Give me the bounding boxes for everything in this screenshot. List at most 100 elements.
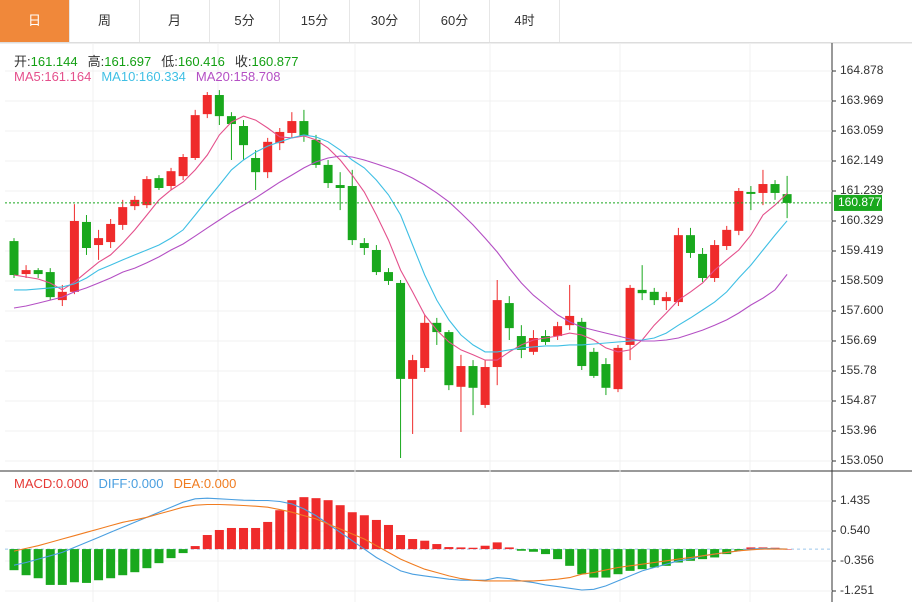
macd-bar: [528, 549, 538, 552]
macd-bar: [142, 549, 152, 569]
period-tab[interactable]: 日: [0, 0, 70, 42]
ma-legend: MA5:161.164 MA10:160.334 MA20:158.708: [14, 69, 291, 84]
y-tick-label: 161.239: [840, 183, 884, 197]
macd-bar: [81, 549, 91, 583]
ohlc-label: 低:: [161, 54, 178, 69]
candle-body: [480, 367, 490, 405]
macd-bar: [456, 547, 466, 550]
macd-bar: [468, 547, 478, 550]
macd-bar: [722, 549, 732, 555]
ma-line: [13, 155, 788, 342]
macd-bar: [782, 549, 792, 550]
macd-bar: [625, 549, 635, 571]
candle-body: [758, 184, 768, 193]
macd-bar: [553, 549, 563, 560]
period-tab[interactable]: 15分: [280, 0, 350, 42]
macd-bar: [371, 519, 381, 550]
y-tick-label: 164.878: [840, 63, 884, 77]
candle-body: [565, 315, 575, 326]
period-tab[interactable]: 60分: [420, 0, 490, 42]
macd-bar: [311, 498, 321, 550]
ma-legend-name: MA5:: [14, 69, 45, 84]
candle-body: [698, 253, 708, 279]
macd-bar: [118, 549, 128, 576]
period-tab[interactable]: 5分: [210, 0, 280, 42]
y-tick-label: 153.96: [840, 423, 877, 437]
candle-body: [371, 249, 381, 273]
macd-bar: [444, 547, 454, 550]
period-tab[interactable]: 4时: [490, 0, 560, 42]
macd-bar: [710, 549, 720, 558]
macd-bar: [299, 497, 309, 550]
candle-body: [456, 366, 466, 387]
macd-bar: [287, 500, 297, 550]
candle-body: [637, 289, 647, 294]
macd-bar: [106, 549, 116, 579]
period-tab[interactable]: 月: [140, 0, 210, 42]
candle-body: [57, 291, 67, 301]
macd-bar: [202, 535, 212, 550]
candle-body: [251, 157, 261, 173]
period-tab[interactable]: 周: [70, 0, 140, 42]
candle-body: [746, 191, 756, 194]
candle-body: [359, 243, 369, 249]
macd-bar: [734, 549, 744, 551]
ohlc-label: 收:: [234, 54, 252, 69]
macd-legend-value: 0.000: [203, 476, 237, 491]
candle-body: [601, 364, 611, 388]
macd-bar: [154, 549, 164, 564]
last-price-label: 160.877: [838, 195, 882, 209]
macd-bar: [57, 549, 67, 585]
ma-legend-value: 160.334: [138, 69, 186, 84]
candle-body: [21, 270, 31, 275]
candle-body: [383, 272, 393, 281]
macd-bar: [480, 545, 490, 550]
candle-body: [504, 303, 514, 329]
macd-bar: [383, 524, 393, 550]
y-tick-label: -0.356: [840, 553, 874, 567]
macd-bar: [69, 549, 79, 583]
ohlc-legend: 开:161.144 高:161.697 低:160.416 收:160.877: [14, 51, 309, 70]
macd-bar: [178, 549, 188, 554]
candle-body: [106, 223, 116, 243]
macd-bar: [637, 549, 647, 570]
candle-body: [214, 95, 224, 117]
period-tab[interactable]: 30分: [350, 0, 420, 42]
macd-bar: [589, 549, 599, 578]
candle-body: [299, 121, 309, 136]
ohlc-label: 高:: [87, 54, 105, 69]
macd-bar: [263, 521, 273, 550]
ohlc-value: 161.697: [104, 54, 152, 69]
candle-body: [190, 115, 200, 158]
ohlc-value: 160.416: [177, 54, 225, 69]
macd-line: [13, 503, 788, 582]
last-price-box: [834, 194, 882, 211]
candle-body: [396, 282, 406, 379]
y-tick-label: 154.87: [840, 393, 877, 407]
macd-bar: [577, 549, 587, 575]
ma-legend-name: MA20:: [195, 69, 234, 84]
macd-bar: [226, 527, 236, 550]
macd-bar: [673, 549, 683, 563]
macd-bar: [492, 542, 502, 550]
candle-body: [553, 326, 563, 337]
candle-body: [263, 141, 273, 173]
macd-bar: [541, 549, 551, 555]
candle-body: [516, 336, 526, 350]
candle-body: [347, 186, 357, 241]
macd-bar: [45, 549, 55, 585]
candle-body: [649, 291, 659, 301]
y-tick-label: 158.509: [840, 273, 884, 287]
candle-body: [287, 121, 297, 133]
ma-legend-value: 161.164: [44, 69, 92, 84]
y-tick-label: 156.69: [840, 333, 877, 347]
candle-body: [311, 139, 321, 165]
candle-body: [625, 287, 635, 345]
candle-body: [673, 235, 683, 303]
macd-bar: [565, 549, 575, 566]
macd-bar: [94, 549, 104, 581]
macd-legend-value: 0.000: [130, 476, 164, 491]
macd-bar: [214, 529, 224, 550]
macd-bar: [9, 549, 19, 571]
